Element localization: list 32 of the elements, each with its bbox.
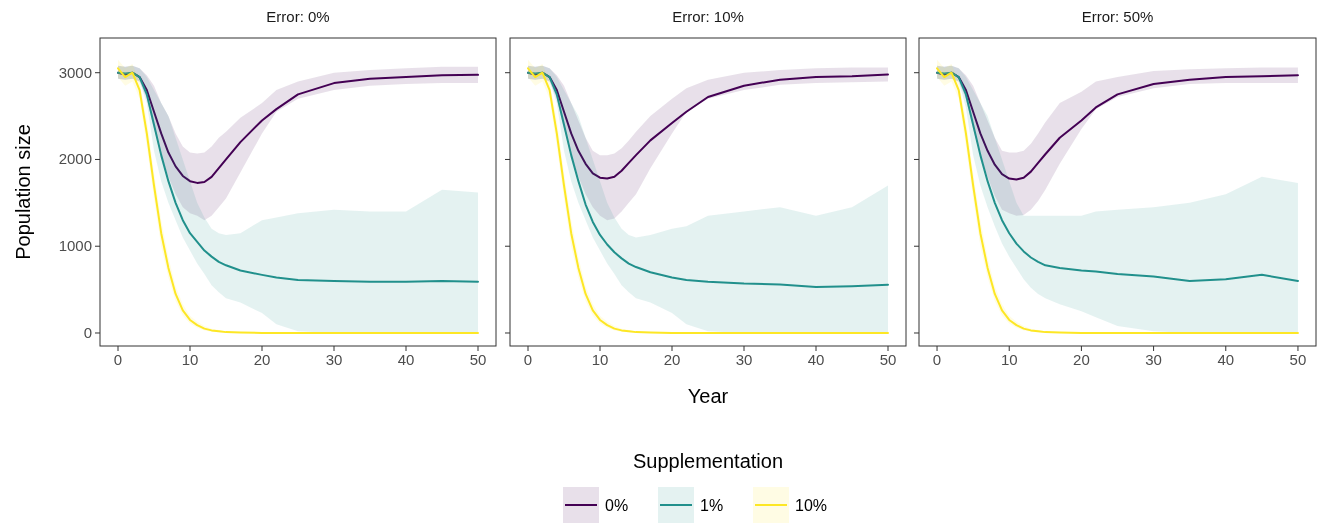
x-tick-label: 10 — [181, 351, 199, 368]
y-tick-label: 0 — [83, 323, 92, 341]
y-tick-label: 2000 — [58, 150, 92, 168]
x-tick-label: 10 — [591, 351, 609, 368]
y-tick-label: 1000 — [58, 237, 92, 255]
line-series — [117, 71, 479, 283]
legend-label: 1% — [700, 497, 724, 514]
legend-label: 0% — [605, 497, 629, 514]
chart-title: Error: 50% — [1081, 8, 1154, 25]
x-tick-label: 20 — [253, 351, 271, 368]
x-tick-label: 30 — [735, 351, 753, 368]
chart-title: Error: 0% — [266, 8, 330, 25]
legend-title: Supplementation — [632, 450, 784, 472]
x-tick-label: 30 — [325, 351, 343, 368]
x-axis-title: Year — [687, 385, 729, 407]
x-tick-label: 40 — [397, 351, 415, 368]
x-tick-label: 0 — [932, 351, 942, 368]
x-tick-label: 50 — [1289, 351, 1307, 368]
x-tick-label: 20 — [663, 351, 681, 368]
x-tick-label: 0 — [523, 351, 533, 368]
x-tick-label: 40 — [807, 351, 825, 368]
x-tick-label: 50 — [879, 351, 897, 368]
x-tick-label: 10 — [1000, 351, 1018, 368]
x-tick-label: 40 — [1217, 351, 1235, 368]
y-axis-title: Population size — [12, 124, 34, 260]
chart-title: Error: 10% — [672, 8, 744, 25]
x-tick-label: 30 — [1145, 351, 1162, 368]
x-tick-label: 50 — [469, 351, 487, 368]
x-tick-label: 20 — [1073, 351, 1090, 368]
legend-label: 10% — [795, 497, 828, 514]
x-tick-label: 0 — [113, 351, 123, 368]
y-tick-label: 3000 — [58, 63, 92, 81]
